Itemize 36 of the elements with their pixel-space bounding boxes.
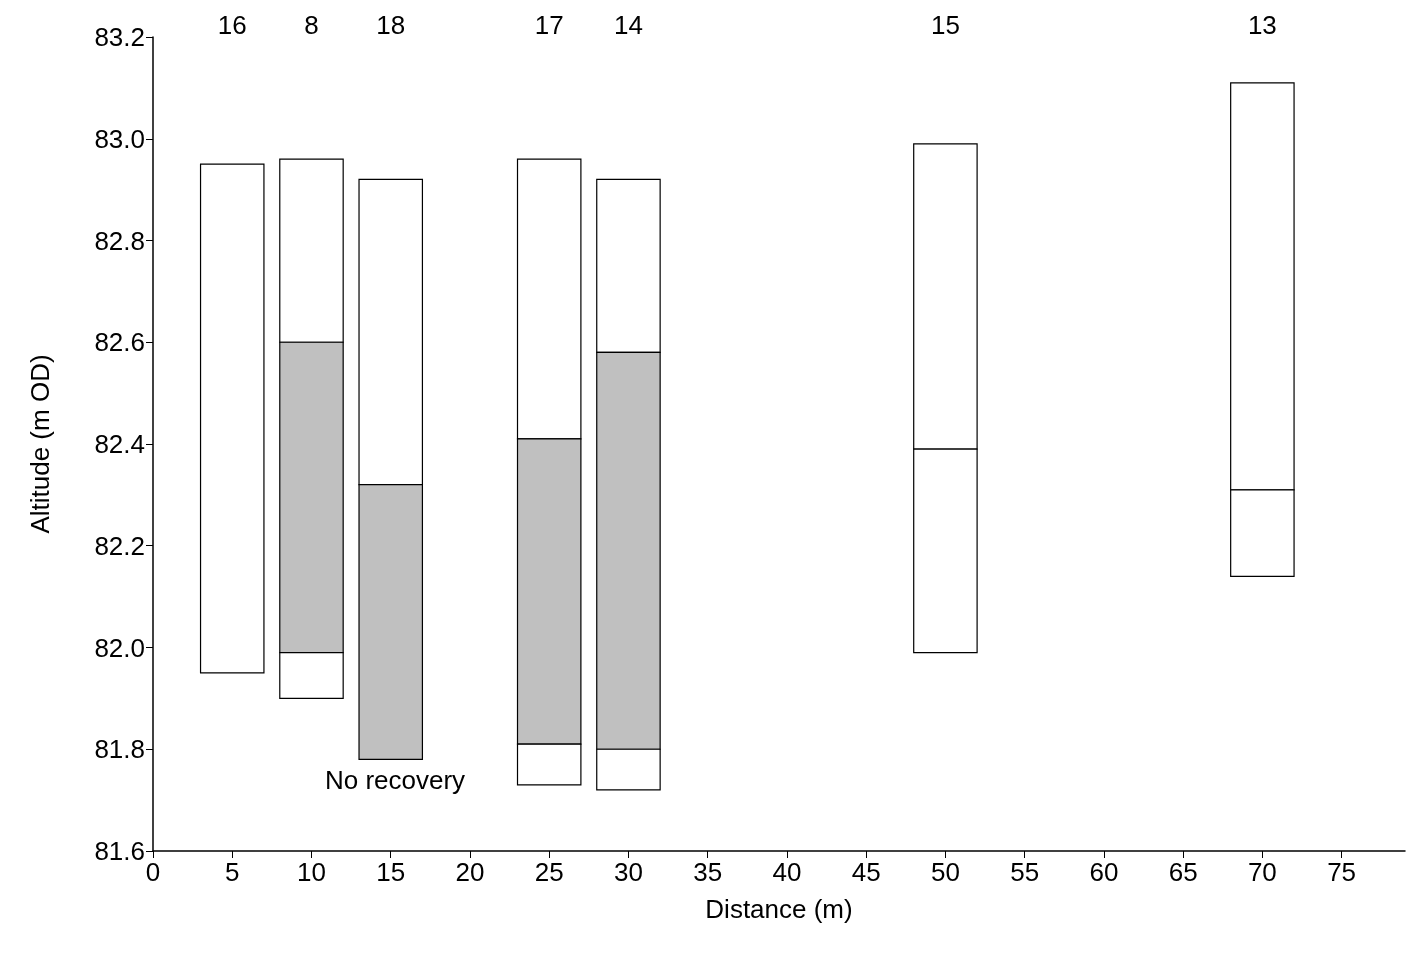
x-tick-label: 75	[1327, 857, 1357, 887]
annotation: 8	[304, 10, 319, 40]
y-tick-label: 82.8	[94, 225, 145, 256]
x-tick-label: 5	[225, 857, 240, 887]
y-tick-label: 83.2	[94, 22, 145, 52]
y-tick-label: 81.6	[94, 836, 145, 866]
y-tick-label: 82.6	[94, 327, 145, 358]
x-tick-label: 45	[851, 857, 881, 887]
x-tick-label: 55	[1010, 857, 1040, 887]
x-tick-label: 40	[772, 857, 802, 887]
annotation: 17	[534, 10, 564, 40]
annotation: No recovery	[324, 765, 466, 795]
annotation: 13	[1247, 10, 1277, 40]
y-axis-title: Altitude (m OD)	[25, 354, 55, 534]
y-tick-label: 83.0	[94, 123, 145, 154]
bar	[199, 163, 265, 674]
x-tick-label: 60	[1089, 857, 1119, 887]
x-tick-label: 35	[693, 857, 723, 887]
annotation: 15	[930, 10, 960, 40]
x-tick-label: 10	[297, 857, 326, 887]
x-tick-label: 30	[613, 857, 643, 887]
x-tick-label: 0	[145, 857, 161, 887]
x-tick-label: 25	[534, 857, 564, 887]
x-tick-label: 65	[1168, 857, 1198, 887]
y-tick-label: 81.8	[94, 734, 145, 765]
y-tick-label: 82.4	[94, 429, 145, 459]
annotation: 16	[217, 10, 247, 40]
x-tick-label: 20	[455, 857, 485, 887]
x-tick-label: 50	[930, 857, 960, 887]
x-axis-title: Distance (m)	[705, 894, 853, 924]
x-tick-label: 15	[376, 857, 406, 887]
x-tick-label: 70	[1247, 857, 1277, 887]
annotation: 18	[376, 10, 406, 40]
annotation: 14	[613, 10, 643, 40]
y-tick-label: 82.2	[94, 530, 145, 561]
y-tick-label: 82.0	[94, 632, 145, 663]
